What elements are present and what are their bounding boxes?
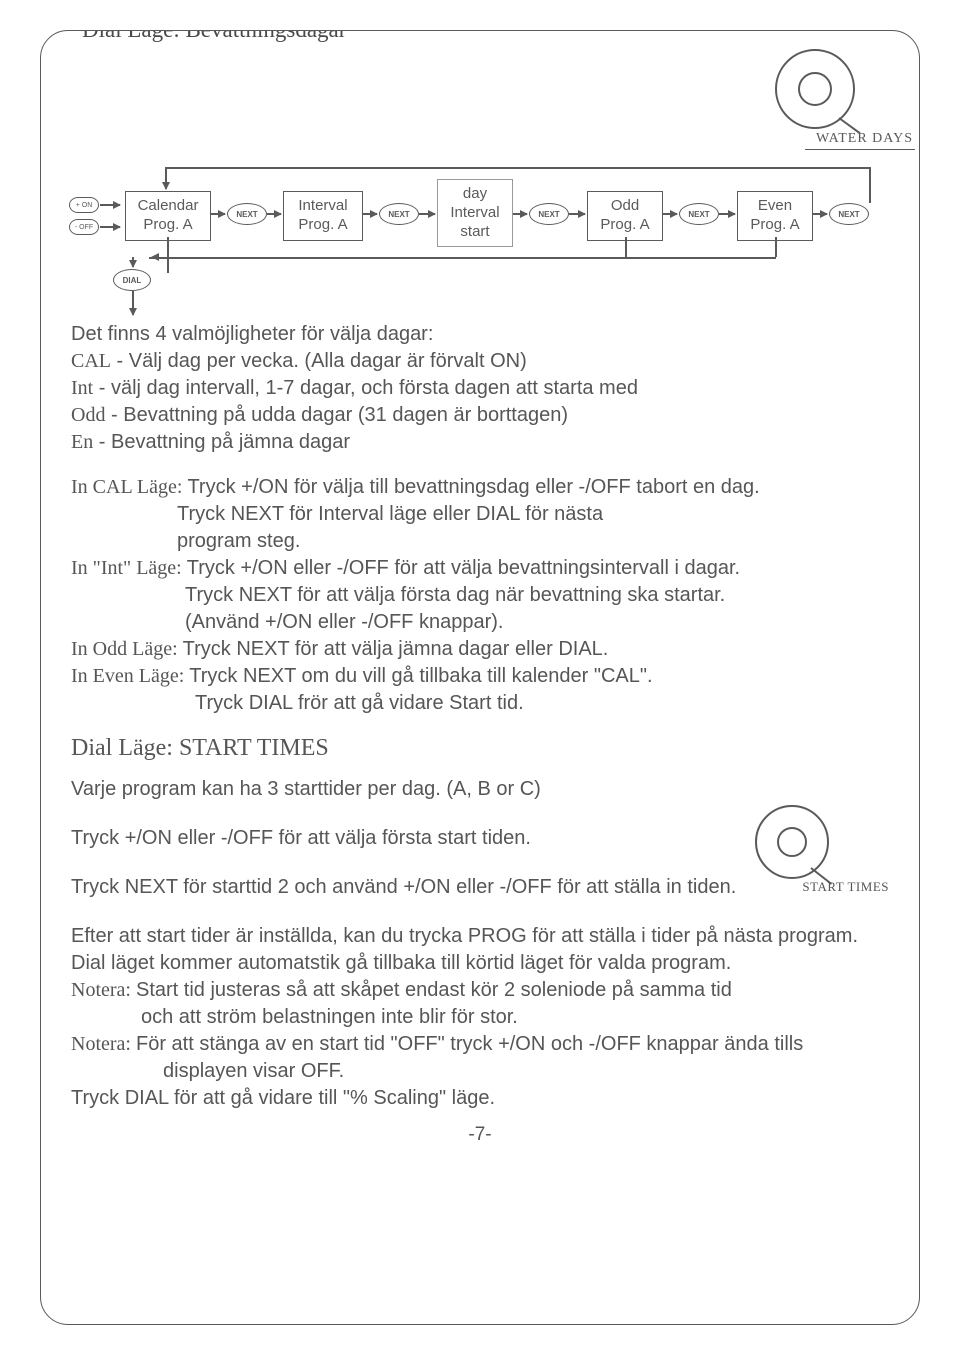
p-int-mode: In "Int" Läge: Tryck +/ON eller -/OFF fö… <box>71 555 889 582</box>
next-oval-1: NEXT <box>227 203 267 225</box>
water-days-dial-icon: WATER DAYS <box>765 49 895 149</box>
next-oval-5: NEXT <box>829 203 869 225</box>
p-cal: CAL - Välj dag per vecka. (Alla dagar är… <box>71 348 889 375</box>
p-int: Int - välj dag intervall, 1-7 dagar, och… <box>71 375 889 402</box>
p-en: En - Bevattning på jämna dagar <box>71 429 889 456</box>
onoff-buttons: + ON - OFF <box>69 197 99 235</box>
even-box: EvenProg. A <box>737 191 813 241</box>
next-oval-4: NEXT <box>679 203 719 225</box>
p16: Tryck DIAL för att gå vidare till "% Sca… <box>71 1085 889 1112</box>
p14b: och att ström belastningen inte blir för… <box>71 1004 889 1031</box>
off-pill-icon: - OFF <box>69 219 99 235</box>
p-odd-mode: In Odd Läge: Tryck NEXT för att välja jä… <box>71 636 889 663</box>
next-oval-3: NEXT <box>529 203 569 225</box>
page-number: -7- <box>71 1122 889 1148</box>
p15b: displayen visar OFF. <box>71 1058 889 1085</box>
dial2-label: START TIMES <box>781 879 891 897</box>
p-int-mode-3: (Använd +/ON eller -/OFF knappar). <box>71 609 889 636</box>
odd-box: OddProg. A <box>587 191 663 241</box>
content-body: Det finns 4 valmöjligheter för välja dag… <box>71 321 889 1148</box>
flowchart: + ON - OFF CalendarProg. A NEXT Interval… <box>69 191 891 311</box>
start-times-dial-icon: START TIMES <box>745 805 875 895</box>
p-cal-mode: In CAL Läge: Tryck +/ON för välja till b… <box>71 474 889 501</box>
p-intro: Det finns 4 valmöjligheter för välja dag… <box>71 321 889 348</box>
p-int-mode-2: Tryck NEXT för att välja första dag när … <box>71 582 889 609</box>
dial-label: WATER DAYS <box>805 131 915 150</box>
start-times-heading: Dial Läge: START TIMES <box>71 735 889 762</box>
dial-oval: DIAL <box>113 269 151 291</box>
p-cal-mode-3: program steg. <box>71 528 889 555</box>
calendar-box: CalendarProg. A <box>125 191 211 241</box>
page-frame: Dial Läge: Bevattningsdagar WATER DAYS +… <box>40 30 920 1325</box>
p10: Varje program kan ha 3 starttider per da… <box>71 776 889 803</box>
p-even-mode-2: Tryck DIAL frör att gå vidare Start tid. <box>71 690 889 717</box>
page-title: Dial Läge: Bevattningsdagar <box>76 30 352 43</box>
day-interval-start-box: dayIntervalstart <box>437 179 513 247</box>
next-oval-2: NEXT <box>379 203 419 225</box>
p-even-mode: In Even Läge: Tryck NEXT om du vill gå t… <box>71 663 889 690</box>
p-cal-mode-2: Tryck NEXT för Interval läge eller DIAL … <box>71 501 889 528</box>
on-pill-icon: + ON <box>69 197 99 213</box>
p-odd: Odd - Bevattning på udda dagar (31 dagen… <box>71 402 889 429</box>
interval-box: IntervalProg. A <box>283 191 363 241</box>
p15: Notera: För att stänga av en start tid "… <box>71 1031 889 1058</box>
p14: Notera: Start tid justeras så att skåpet… <box>71 977 889 1004</box>
p13: Efter att start tider är inställda, kan … <box>71 923 889 977</box>
